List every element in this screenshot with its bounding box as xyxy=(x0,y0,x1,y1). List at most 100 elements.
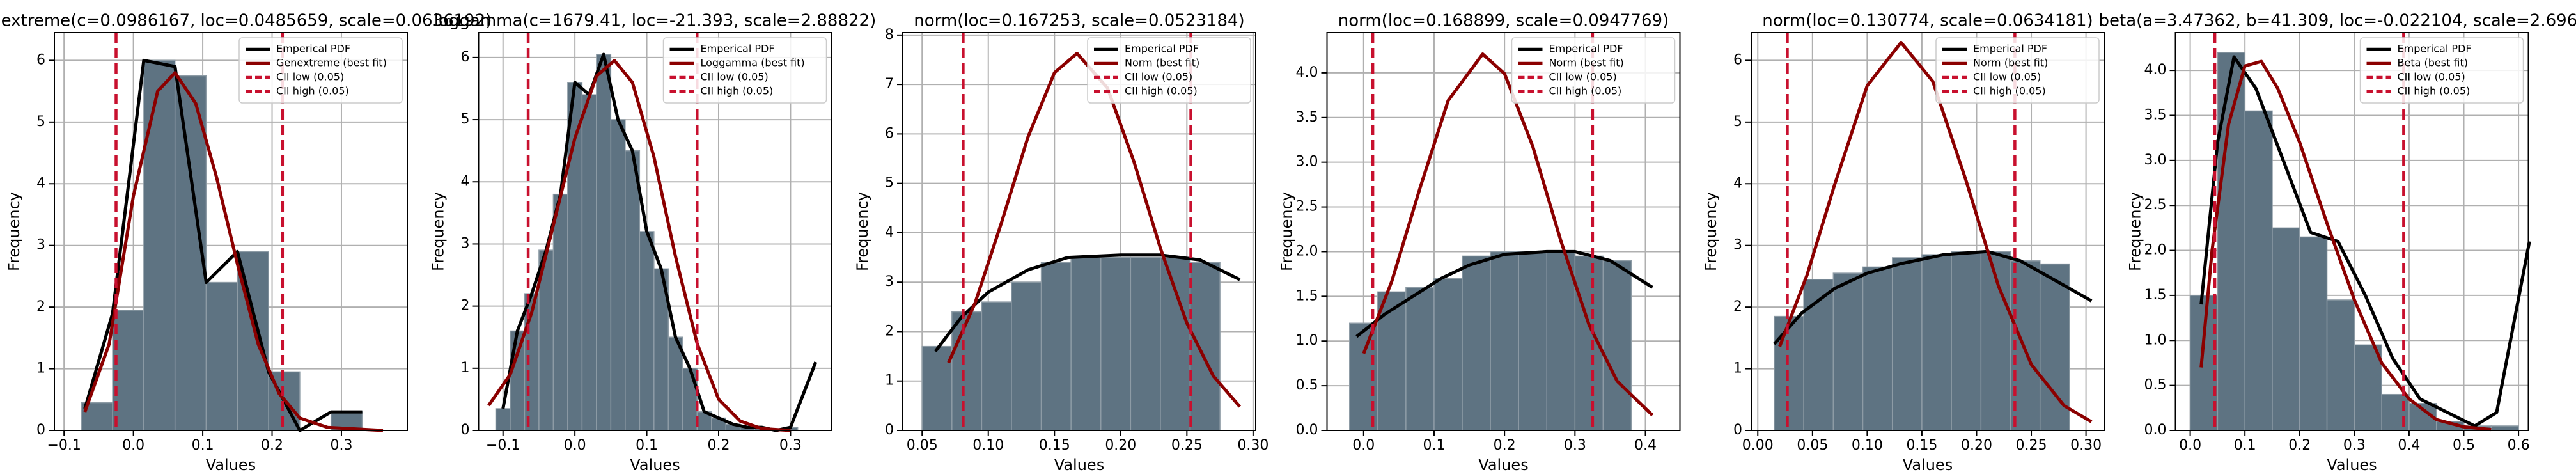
axes-frame xyxy=(1751,32,2105,431)
legend-label: Emperical PDF xyxy=(1973,43,2047,55)
y-tick-label: 3.5 xyxy=(2144,107,2167,123)
histogram-bar xyxy=(1070,256,1102,431)
y-tick-label: 1.0 xyxy=(1296,333,1318,349)
x-tick-label: 0.1 xyxy=(2234,437,2256,453)
histogram-bar xyxy=(1546,251,1576,431)
histogram-bar xyxy=(1011,281,1042,431)
x-tick-label: 0.15 xyxy=(1906,437,1937,453)
y-tick-label: 4 xyxy=(1733,175,1742,191)
x-tick-label: 0.1 xyxy=(636,437,658,453)
histogram-bar xyxy=(1862,266,1893,431)
x-tick-label: 0.0 xyxy=(1352,437,1375,453)
chart-title: beta(a=3.47362, b=41.309, loc=-0.022104,… xyxy=(2099,12,2576,31)
legend-label: Norm (best fit) xyxy=(1973,57,2048,69)
pdf-line xyxy=(83,71,384,432)
histogram-bar xyxy=(1951,251,1982,431)
y-tick-label: 0.5 xyxy=(2144,377,2167,393)
histogram-bar xyxy=(2490,425,2519,431)
histogram-bar xyxy=(2039,263,2070,431)
legend-label: CII high (0.05) xyxy=(1973,85,2046,97)
histogram-bar xyxy=(981,301,1012,431)
y-tick-label: 1 xyxy=(461,360,470,376)
histogram-bar xyxy=(2299,236,2328,431)
histogram-bar xyxy=(1462,255,1491,431)
legend-label: Genextreme (best fit) xyxy=(276,57,387,69)
histogram-bar xyxy=(1602,260,1632,431)
y-tick-label: 5 xyxy=(461,111,470,127)
x-tick-label: 0.2 xyxy=(1494,437,1516,453)
legend-label: Beta (best fit) xyxy=(2398,57,2469,69)
legend-box xyxy=(1935,37,2100,104)
x-tick-label: 0.4 xyxy=(2398,437,2420,453)
axes-frame xyxy=(902,32,1256,431)
histogram-bar xyxy=(1803,278,1834,431)
y-tick-label: 2.5 xyxy=(1296,199,1318,215)
histogram-bar xyxy=(581,94,597,431)
histogram-bar xyxy=(1774,315,1804,431)
y-tick-label: 5 xyxy=(36,114,45,130)
x-tick-label: 0.0 xyxy=(122,437,144,453)
y-axis-label: Frequency xyxy=(2127,192,2144,271)
axes-frame xyxy=(478,32,832,431)
x-axis-label: Values xyxy=(1903,456,1953,472)
x-tick-label: 0.2 xyxy=(261,437,283,453)
legend-label: Emperical PDF xyxy=(1125,43,1199,55)
y-tick-label: 0.5 xyxy=(1296,377,1318,393)
x-tick-label: 0.4 xyxy=(1634,437,1657,453)
subplot: 0.0 0.1 0.2 0.3 0.4 0.5 0.6 0.0 0.5 1.0 1.5 2.0 2.5 3… xyxy=(2099,12,2576,472)
histogram-bar xyxy=(1433,278,1463,431)
x-tick-label: 0.2 xyxy=(2288,437,2311,453)
histogram-bar xyxy=(921,345,953,431)
y-tick-label: 3 xyxy=(885,274,894,290)
histogram-bar xyxy=(610,119,626,431)
legend-label: CII high (0.05) xyxy=(1549,85,1622,97)
x-tick-label: 0.05 xyxy=(1797,437,1828,453)
x-tick-label: 0.2 xyxy=(707,437,730,453)
y-tick-label: 2.5 xyxy=(2144,197,2167,213)
x-tick-label: 0.25 xyxy=(2016,437,2047,453)
subplot: 0.00 0.05 0.10 0.15 0.20 0.25 0.30 0 1 2 3 4 5 6 norm(… xyxy=(1702,12,2105,472)
x-axis-label: Values xyxy=(630,456,680,472)
x-tick-label: 0.05 xyxy=(907,437,938,453)
y-axis-label: Frequency xyxy=(1278,192,1296,271)
histogram-bar xyxy=(2354,344,2382,431)
legend-label: Emperical PDF xyxy=(701,43,775,55)
histogram-bar xyxy=(1921,254,1952,431)
pdf-line xyxy=(1773,249,2093,345)
legend-label: Emperical PDF xyxy=(1549,43,1623,55)
axes-frame xyxy=(2174,32,2529,431)
axes-frame xyxy=(1326,32,1681,431)
y-tick-label: 1 xyxy=(885,373,894,389)
y-tick-label: 6 xyxy=(461,49,470,65)
x-tick-label: 0.20 xyxy=(1105,437,1136,453)
histogram-bar xyxy=(1490,251,1519,431)
y-tick-label: 3.5 xyxy=(1296,109,1318,125)
y-tick-label: 3.0 xyxy=(2144,152,2167,168)
histogram-bar xyxy=(205,281,238,431)
histogram-bar xyxy=(1040,262,1072,431)
x-tick-label: 0.3 xyxy=(779,437,802,453)
y-tick-label: 3 xyxy=(461,235,470,251)
y-tick-label: 2 xyxy=(36,299,45,315)
pdf-line xyxy=(487,59,791,432)
legend-label: CII low (0.05) xyxy=(701,71,769,83)
legend-label: CII high (0.05) xyxy=(701,85,774,97)
legend-label: CII low (0.05) xyxy=(1973,71,2041,83)
y-tick-label: 2 xyxy=(461,298,470,314)
x-tick-label: −0.1 xyxy=(47,437,81,453)
histogram-bar xyxy=(143,59,176,431)
x-axis-label: Values xyxy=(1054,456,1104,472)
legend-label: CII low (0.05) xyxy=(1549,71,1617,83)
x-tick-label: 0.0 xyxy=(564,437,586,453)
legend-label: CII high (0.05) xyxy=(2398,85,2471,97)
x-axis-label: Values xyxy=(2327,456,2377,472)
subplot: 0.0 0.1 0.2 0.3 0.4 0.0 0.5 1.0 1.5 2.0 2.5 3.0 3.5 4… xyxy=(1278,12,1681,472)
y-axis-label: Frequency xyxy=(5,192,23,271)
histogram-bar xyxy=(639,231,655,431)
legend-label: Norm (best fit) xyxy=(1549,57,1624,69)
y-tick-label: 5 xyxy=(1733,114,1742,130)
pdf-line xyxy=(1778,40,2093,423)
y-axis-label: Frequency xyxy=(854,192,871,271)
pdf-line xyxy=(2199,59,2492,432)
x-tick-label: 0.25 xyxy=(1171,437,1203,453)
